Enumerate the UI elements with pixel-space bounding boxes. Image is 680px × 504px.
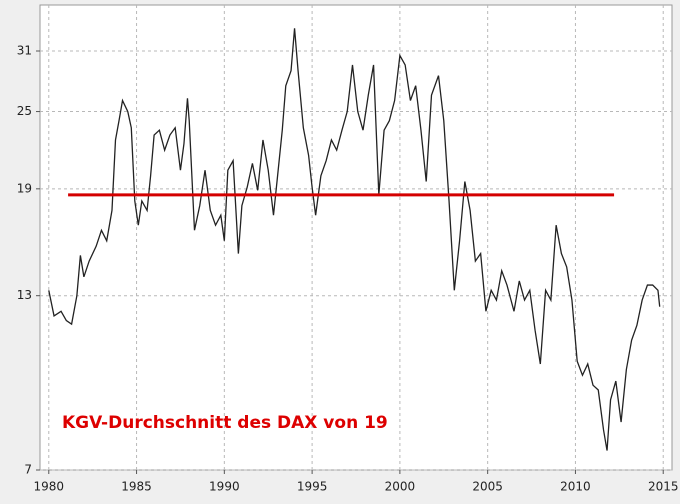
x-tick-label: 2000	[385, 480, 416, 494]
data-line	[48, 28, 661, 451]
x-tick-label: 2005	[472, 480, 503, 494]
y-tick-label: 19	[17, 181, 32, 195]
y-tick-label: 31	[17, 43, 32, 57]
x-tick-label: 1985	[121, 480, 152, 494]
x-tick-label: 1990	[209, 480, 240, 494]
x-tick-label: 1995	[297, 480, 328, 494]
x-tick-label: 1980	[34, 480, 65, 494]
y-tick-label: 25	[17, 104, 32, 118]
plot-area	[39, 4, 673, 471]
x-tick-label: 2015	[648, 480, 679, 494]
y-tick-label: 7	[24, 463, 32, 477]
y-tick-label: 13	[17, 288, 32, 302]
x-tick-label: 2010	[560, 480, 591, 494]
annotation: KGV-Durchschnitt des DAX von 19	[62, 413, 388, 433]
